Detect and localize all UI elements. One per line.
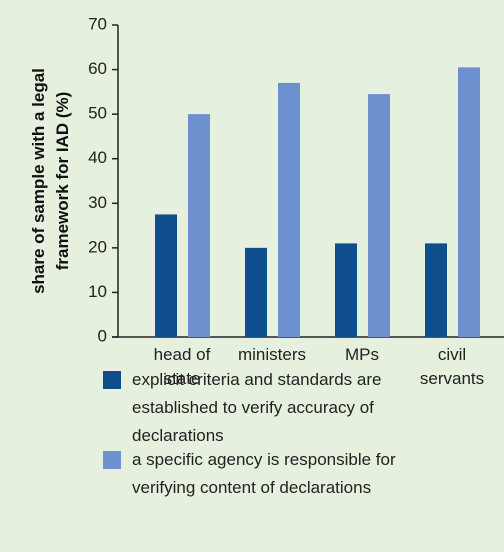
bar [425, 243, 447, 337]
y-axis-label: share of sample with a legal framework f… [29, 68, 72, 294]
legend-swatch [103, 371, 121, 389]
x-tick-label: ministers [237, 345, 306, 364]
bar [335, 243, 357, 337]
y-tick-label: 10 [88, 282, 107, 301]
y-tick-label: 0 [98, 326, 107, 345]
y-tick-label: 50 [88, 104, 107, 123]
y-tick-label: 70 [88, 14, 107, 33]
x-tick-label: MPs [345, 345, 379, 364]
bar [155, 214, 177, 337]
y-tick-label: 40 [88, 148, 107, 167]
bar [188, 114, 210, 338]
y-tick-label: 20 [88, 237, 107, 256]
bar [458, 67, 480, 337]
y-tick-label: 30 [88, 193, 107, 212]
legend-label: explicit criteria and standards are esta… [132, 370, 382, 445]
legend-label: a specific agency is responsible for ver… [132, 450, 396, 497]
y-tick-label: 60 [88, 59, 107, 78]
x-tick-label: civil servants [419, 345, 485, 388]
legend-swatch [103, 451, 121, 469]
bar [278, 82, 300, 337]
bar [245, 247, 267, 337]
bar [368, 94, 390, 337]
x-tick-label: head of state [153, 345, 211, 388]
